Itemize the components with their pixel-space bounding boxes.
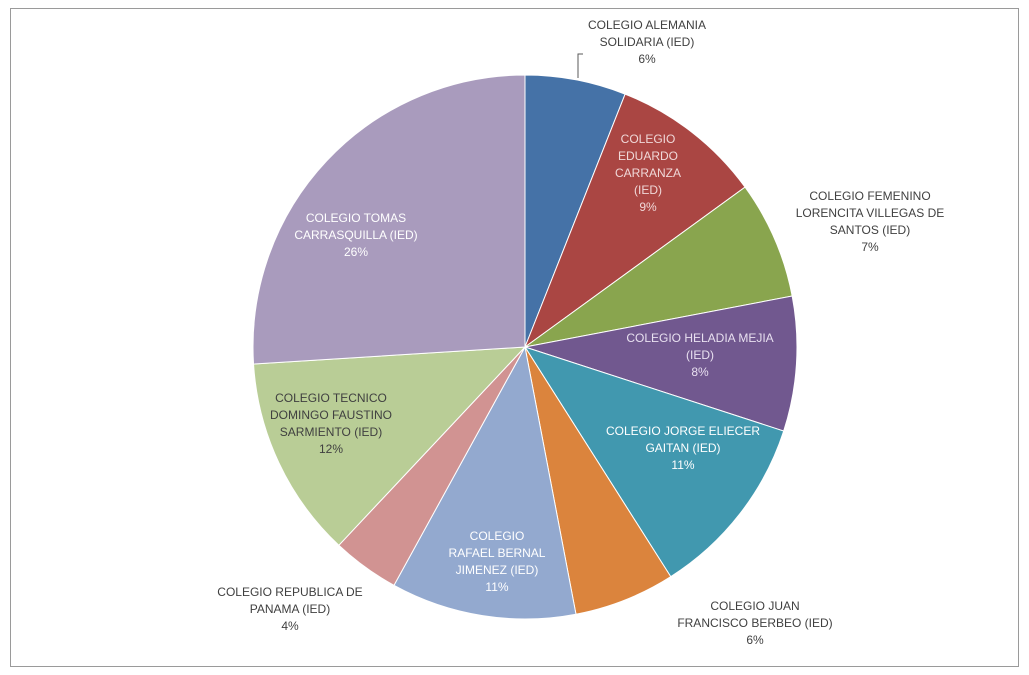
pie-slice [393,345,577,620]
slice-label-line: CARRASQUILLA (IED) [294,228,417,242]
slice-label: COLEGIO HELADIA MEJIA (IED) 8% [626,331,773,379]
slice-label-line: COLEGIO FEMENINO [809,189,930,203]
slice-label-line: EDUARDO [618,149,678,163]
slice-percent: 7% [861,240,879,254]
slice-label-line: COLEGIO [621,132,676,146]
slice-label: COLEGIO JUAN FRANCISCO BERBEO (IED) 6% [677,599,832,647]
slice-label: COLEGIO TOMAS CARRASQUILLA (IED) 26% [294,211,417,259]
slice-percent: 12% [319,442,343,456]
slice-percent: 11% [485,580,508,594]
slice-label-line: COLEGIO HELADIA MEJIA [626,331,773,345]
slice-label-line: COLEGIO JUAN [710,599,799,613]
slice-label-line: JIMENEZ (IED) [456,563,539,577]
pie-slice [524,186,793,348]
slice-label-line: (IED) [634,183,662,197]
slice-label: COLEGIO EDUARDO CARRANZA (IED) 9% [615,132,681,214]
pie-slice [523,346,785,578]
slice-label-line: GAITAN (IED) [645,441,720,455]
slice-percent: 9% [639,200,657,214]
pie-slice [253,346,527,546]
pie-slice [252,74,526,365]
slice-label: COLEGIO REPUBLICA DE PANAMA (IED) 4% [217,585,362,633]
slice-label: COLEGIO ALEMANIA SOLIDARIA (IED) 6% [588,18,706,66]
slice-label-line: COLEGIO TOMAS [306,211,406,225]
slice-label-line: DOMINGO FAUSTINO [270,408,392,422]
slice-percent: 6% [638,52,656,66]
slice-label-line: COLEGIO TECNICO [275,391,387,405]
slice-label-line: SARMIENTO (IED) [280,425,382,439]
slice-label: COLEGIO RAFAEL BERNAL JIMENEZ (IED) 11% [449,529,546,594]
slice-label-line: RAFAEL BERNAL [449,546,546,560]
slice-label-line: SANTOS (IED) [830,223,910,237]
pie-slice [523,93,746,349]
slice-label-line: COLEGIO [470,529,525,543]
slice-percent: 8% [691,365,709,379]
slice-label: COLEGIO FEMENINO LORENCITA VILLEGAS DE SAN… [796,189,945,254]
slice-label-line: SOLIDARIA (IED) [600,35,695,49]
slice-label-line: LORENCITA VILLEGAS DE [796,206,945,220]
slice-label: COLEGIO TECNICO DOMINGO FAUSTINO SARMIENTO… [270,391,392,456]
slice-percent: 26% [344,245,368,259]
slice-label-line: CARRANZA [615,166,681,180]
slice-label-line: COLEGIO REPUBLICA DE [217,585,362,599]
slice-label-line: PANAMA (IED) [250,602,330,616]
slice-percent: 4% [281,619,299,633]
slice-label: COLEGIO JORGE ELIECER GAITAN (IED) 11% [606,424,760,472]
slice-label-line: FRANCISCO BERBEO (IED) [677,616,832,630]
pie-slice [524,295,798,432]
slice-label-line: COLEGIO JORGE ELIECER [606,424,760,438]
slice-label-line: COLEGIO ALEMANIA [588,18,706,32]
leader-line [577,53,583,78]
slice-label-line: (IED) [686,348,714,362]
slice-percent: 6% [746,633,764,647]
slice-percent: 11% [671,458,694,472]
chart-frame [10,8,1019,667]
